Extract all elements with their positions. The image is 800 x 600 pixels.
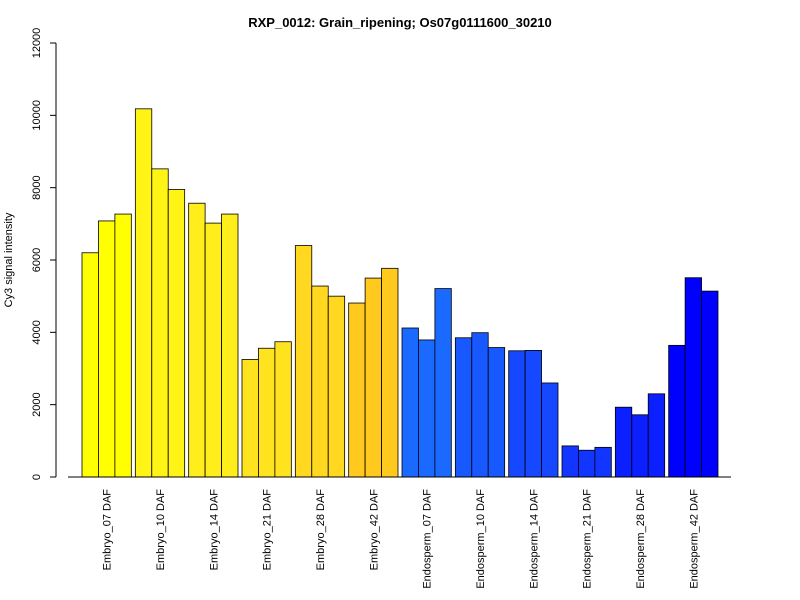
bar bbox=[364, 277, 382, 478]
x-tick-label: Embryo_28 DAF bbox=[315, 489, 327, 571]
x-tick-label: Endosperm_42 DAF bbox=[688, 489, 700, 589]
bar bbox=[221, 213, 239, 478]
y-axis-label: Cy3 signal intensity bbox=[3, 212, 15, 307]
bar bbox=[348, 302, 366, 478]
y-tick-label: 6000 bbox=[31, 248, 43, 272]
bar bbox=[81, 252, 99, 478]
x-tick-label: Endosperm_14 DAF bbox=[528, 489, 540, 589]
x-tick-label: Embryo_42 DAF bbox=[368, 489, 380, 571]
bar bbox=[578, 449, 596, 478]
bar bbox=[311, 285, 329, 478]
bar bbox=[454, 337, 473, 478]
bar bbox=[614, 406, 633, 478]
bar bbox=[327, 295, 346, 478]
bar bbox=[541, 382, 559, 478]
y-tick-label: 10000 bbox=[31, 100, 43, 131]
bar bbox=[434, 288, 452, 478]
bar bbox=[204, 222, 222, 478]
x-tick-label: Embryo_10 DAF bbox=[155, 489, 167, 571]
bar bbox=[258, 347, 276, 478]
bar bbox=[668, 344, 686, 478]
bar bbox=[151, 168, 169, 478]
bar bbox=[114, 213, 132, 478]
y-tick-label: 0 bbox=[31, 474, 43, 480]
x-tick-label: Embryo_14 DAF bbox=[208, 489, 220, 571]
bar bbox=[508, 350, 526, 478]
x-tick-label: Embryo_07 DAF bbox=[102, 489, 114, 571]
bar bbox=[701, 290, 719, 478]
bar bbox=[134, 108, 153, 478]
y-axis: 0 2000 4000 6000 8000 10000 12000 bbox=[31, 28, 57, 480]
y-tick-label: 4000 bbox=[31, 320, 43, 344]
x-tick-label: Embryo_21 DAF bbox=[262, 489, 274, 571]
x-tick-label: Endosperm_07 DAF bbox=[422, 489, 434, 589]
bar bbox=[561, 445, 579, 478]
bar bbox=[274, 341, 292, 478]
bar bbox=[401, 327, 419, 478]
bar bbox=[418, 339, 436, 478]
bar bbox=[98, 220, 116, 478]
bar bbox=[524, 350, 542, 478]
bar bbox=[594, 446, 612, 478]
bar bbox=[167, 189, 186, 478]
bar bbox=[241, 359, 259, 478]
y-tick-label: 12000 bbox=[31, 28, 43, 59]
bar bbox=[487, 347, 506, 478]
x-tick-label: Endosperm_10 DAF bbox=[475, 489, 487, 589]
bar bbox=[684, 277, 702, 478]
x-axis: Embryo_07 DAF Embryo_10 DAF Embryo_14 DAF E… bbox=[68, 476, 731, 589]
y-tick-label: 8000 bbox=[31, 175, 43, 199]
y-tick-label: 2000 bbox=[31, 392, 43, 416]
bar bbox=[471, 332, 489, 478]
bar bbox=[381, 267, 399, 478]
chart-title: RXP_0012: Grain_ripening; Os07g0111600_3… bbox=[248, 15, 552, 30]
x-tick-label: Endosperm_28 DAF bbox=[635, 489, 647, 589]
bar bbox=[647, 393, 666, 478]
bar bbox=[294, 245, 313, 478]
bar bbox=[188, 202, 206, 478]
bars bbox=[81, 108, 719, 478]
x-tick-label: Endosperm_21 DAF bbox=[582, 489, 594, 589]
bar bbox=[631, 414, 649, 478]
